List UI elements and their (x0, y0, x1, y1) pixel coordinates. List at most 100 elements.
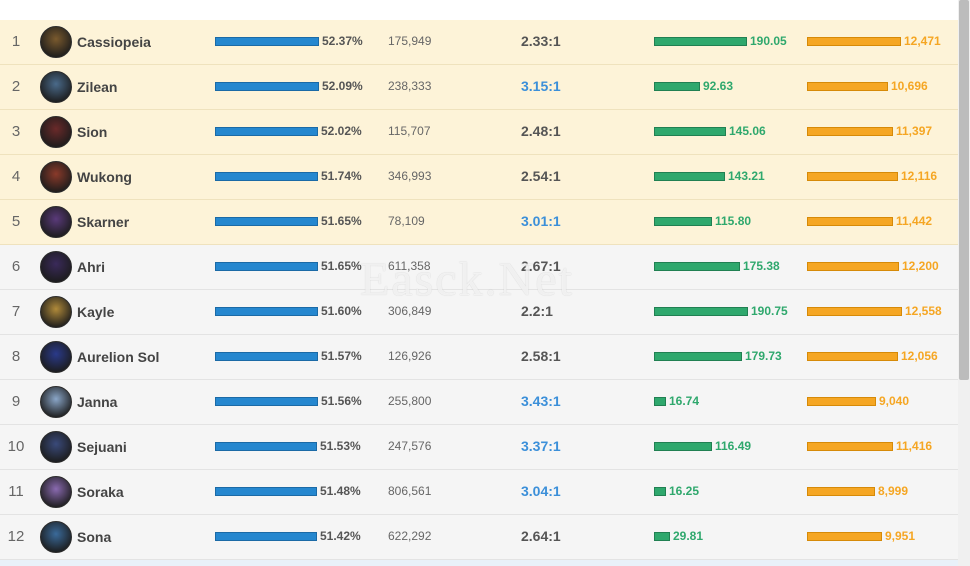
winrate-value: 52.37% (322, 34, 363, 48)
rank-number: 5 (11, 213, 21, 230)
table-row[interactable]: 6 Ahri 51.65% 611,358 2.67:1 175.38 12,2… (0, 245, 958, 290)
winrate-bar (215, 37, 319, 46)
gold-value: 9,040 (879, 394, 910, 408)
bottom-strip (0, 560, 958, 566)
cs-bar (654, 442, 712, 451)
champion-avatar[interactable] (40, 476, 72, 508)
gold-value: 12,558 (905, 304, 942, 318)
cs-bar (654, 262, 740, 271)
champion-avatar[interactable] (40, 251, 72, 283)
scrollbar-track[interactable] (958, 0, 970, 566)
kda-value: 3.37:1 (521, 438, 561, 454)
kda-value: 2.58:1 (521, 348, 561, 364)
champion-avatar[interactable] (40, 521, 72, 553)
table-row[interactable]: 5 Skarner 51.65% 78,109 3.01:1 115.80 11… (0, 200, 958, 245)
table-row[interactable]: 10 Sejuani 51.53% 247,576 3.37:1 116.49 … (0, 425, 958, 470)
kda-value: 3.15:1 (521, 78, 561, 94)
gold-bar (807, 217, 893, 226)
champion-name[interactable]: Zilean (77, 79, 118, 95)
champion-name[interactable]: Sejuani (77, 439, 127, 455)
table-row[interactable]: 11 Soraka 51.48% 806,561 3.04:1 16.25 8,… (0, 470, 958, 515)
winrate-bar (215, 262, 318, 271)
gold-bar (807, 127, 893, 136)
cs-bar (654, 532, 670, 541)
champion-name[interactable]: Janna (77, 394, 118, 410)
table-row[interactable]: 7 Kayle 51.60% 306,849 2.2:1 190.75 12,5… (0, 290, 958, 335)
rank-number: 4 (11, 168, 21, 185)
games-played: 622,292 (388, 529, 432, 543)
champion-avatar[interactable] (40, 206, 72, 238)
cs-bar (654, 37, 747, 46)
cs-value: 190.05 (750, 34, 787, 48)
champion-name[interactable]: Sona (77, 529, 112, 545)
champion-avatar[interactable] (40, 26, 72, 58)
cs-value: 143.21 (728, 169, 765, 183)
cs-bar (654, 172, 725, 181)
gold-bar (807, 37, 901, 46)
games-played: 126,926 (388, 349, 432, 363)
games-played: 806,561 (388, 484, 432, 498)
table-row[interactable]: 9 Janna 51.56% 255,800 3.43:1 16.74 9,04… (0, 380, 958, 425)
winrate-bar (215, 487, 317, 496)
winrate-value: 51.53% (320, 439, 361, 453)
table-row[interactable]: 2 Zilean 52.09% 238,333 3.15:1 92.63 10,… (0, 65, 958, 110)
gold-value: 10,696 (891, 79, 928, 93)
cs-value: 145.06 (729, 124, 766, 138)
scrollbar-thumb[interactable] (959, 0, 969, 380)
watermark: Easck.Net (360, 253, 574, 306)
kda-value: 3.04:1 (521, 483, 561, 499)
rank-number: 1 (11, 33, 21, 50)
champion-table: 1 Cassiopeia 52.37% 175,949 2.33:1 190.0… (0, 20, 958, 560)
cs-bar (654, 307, 748, 316)
champion-avatar[interactable] (40, 71, 72, 103)
cs-bar (654, 127, 726, 136)
winrate-bar (215, 127, 318, 136)
rank-number: 2 (11, 78, 21, 95)
champion-name[interactable]: Skarner (77, 214, 130, 230)
champion-avatar[interactable] (40, 386, 72, 418)
kda-value: 2.67:1 (521, 258, 561, 274)
winrate-bar (215, 442, 317, 451)
cs-value: 16.74 (669, 394, 700, 408)
winrate-value: 51.57% (321, 349, 362, 363)
table-row[interactable]: 4 Wukong 51.74% 346,993 2.54:1 143.21 12… (0, 155, 958, 200)
table-row[interactable]: 12 Sona 51.42% 622,292 2.64:1 29.81 9,95… (0, 515, 958, 560)
champion-avatar[interactable] (40, 431, 72, 463)
rank-number: 3 (11, 123, 21, 140)
table-header (0, 0, 958, 21)
champion-avatar[interactable] (40, 341, 72, 373)
champion-avatar[interactable] (40, 161, 72, 193)
games-played: 78,109 (388, 214, 425, 228)
kda-value: 2.48:1 (521, 123, 561, 139)
winrate-bar (215, 352, 318, 361)
table-row[interactable]: 1 Cassiopeia 52.37% 175,949 2.33:1 190.0… (0, 20, 958, 65)
table-row[interactable]: 8 Aurelion Sol 51.57% 126,926 2.58:1 179… (0, 335, 958, 380)
champion-name[interactable]: Sion (77, 124, 108, 140)
cs-value: 29.81 (673, 529, 704, 543)
champion-name[interactable]: Ahri (77, 259, 105, 275)
cs-value: 16.25 (669, 484, 700, 498)
table-row[interactable]: 3 Sion 52.02% 115,707 2.48:1 145.06 11,3… (0, 110, 958, 155)
champion-name[interactable]: Cassiopeia (77, 34, 151, 50)
cs-value: 179.73 (745, 349, 782, 363)
champion-name[interactable]: Kayle (77, 304, 115, 320)
gold-value: 12,471 (904, 34, 941, 48)
champion-name[interactable]: Soraka (77, 484, 124, 500)
champion-name[interactable]: Wukong (77, 169, 132, 185)
rank-number: 8 (11, 348, 21, 365)
cs-bar (654, 397, 666, 406)
champion-name[interactable]: Aurelion Sol (77, 349, 160, 365)
rank-number: 10 (7, 438, 25, 455)
kda-value: 3.01:1 (521, 213, 561, 229)
winrate-bar (215, 217, 318, 226)
cs-bar (654, 217, 712, 226)
gold-value: 12,056 (901, 349, 938, 363)
champion-avatar[interactable] (40, 116, 72, 148)
rank-number: 6 (11, 258, 21, 275)
champion-avatar[interactable] (40, 296, 72, 328)
gold-bar (807, 397, 876, 406)
winrate-value: 51.48% (320, 484, 361, 498)
gold-value: 12,116 (901, 169, 938, 183)
games-played: 255,800 (388, 394, 432, 408)
winrate-value: 51.42% (320, 529, 361, 543)
